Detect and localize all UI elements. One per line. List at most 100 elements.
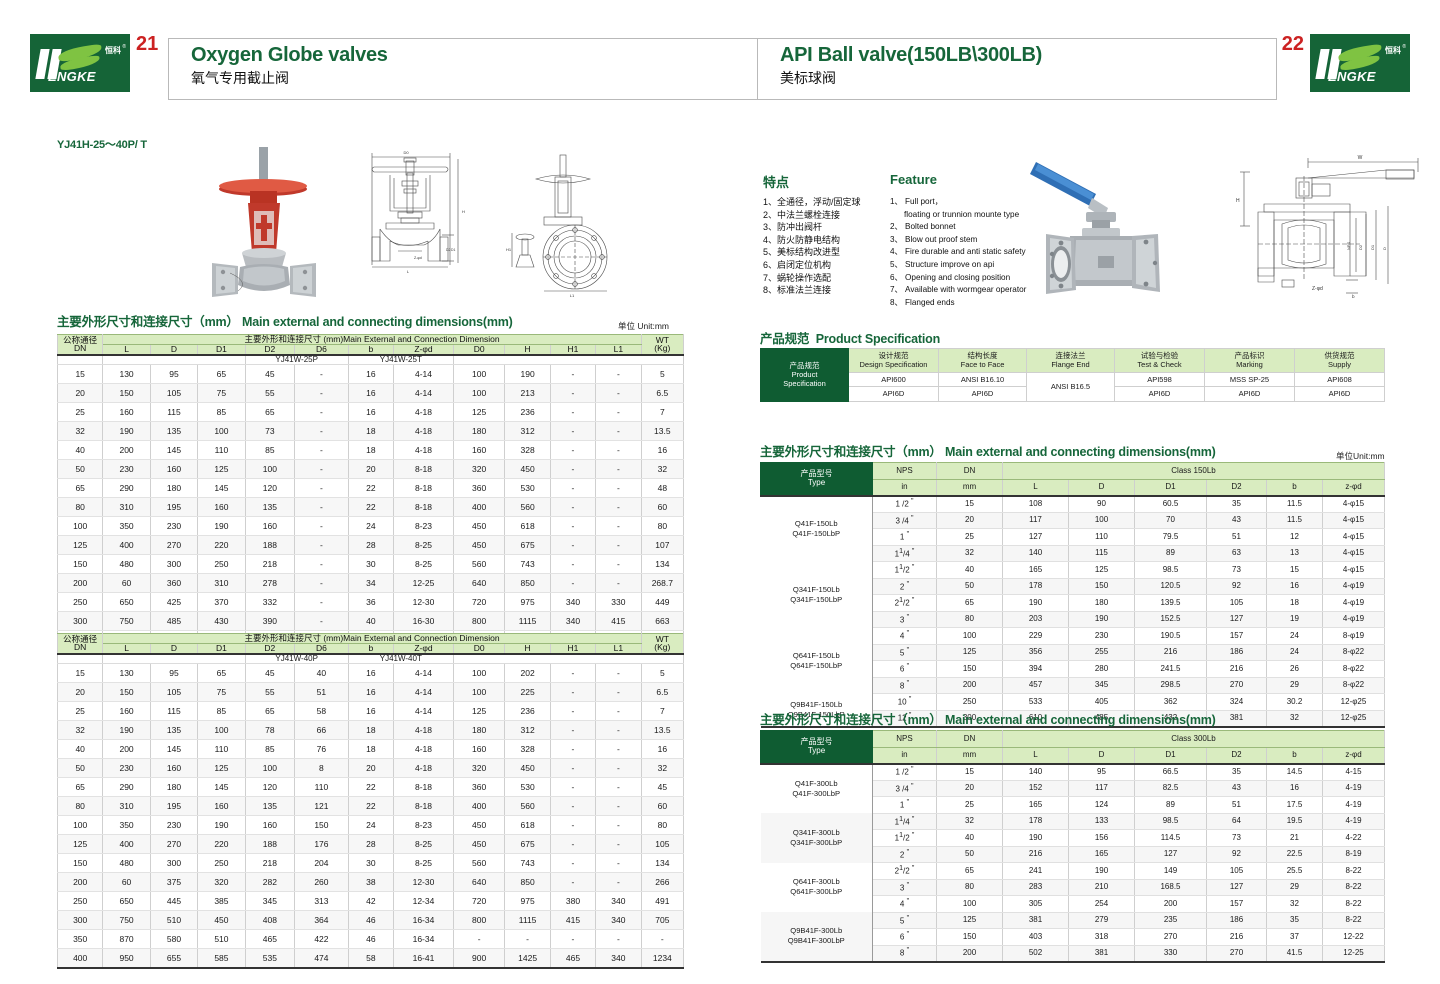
col-header-d0: D0 [452,343,506,356]
col-header-z-φd: Z-φd [393,642,454,655]
table-cell: 1425 [504,948,551,969]
table-cell: 60 [640,497,685,518]
col-header-wt: WT (Kg) [640,333,685,356]
table-cell: 13.5 [640,720,685,741]
left-table1-unit: 单位 Unit:mm [618,321,670,331]
table-cell: - [549,853,597,874]
cell-nps: 11/4 " [872,813,937,830]
table-cell: 400 [452,497,506,518]
table-cell: 300 [56,611,104,632]
table-cell: 400 [452,796,506,817]
table-cell: 24 [347,815,395,836]
svg-text:D: D [1382,247,1387,250]
table-cell: 165 [1068,846,1135,863]
cell-nps: 3 /4 " [872,780,937,797]
table-cell: 73 [1206,561,1267,579]
table-cell: - [595,421,642,442]
cell-dn: 32 [936,813,1003,830]
table-cell: 46 [347,910,395,931]
brand-name-cn: 恒科 [105,46,121,55]
table-cell: 328 [504,739,551,760]
table-cell: - [549,872,597,893]
col-header-b: b [1266,746,1323,764]
table-cell: 4-18 [393,720,454,741]
table150-title-en: Main external and connecting dimensions(… [945,445,1216,459]
table-cell: 190 [504,364,551,385]
table-cell: 125 [1068,561,1135,579]
cell-nps: 2 " [872,578,937,595]
table-cell: 310 [197,573,246,594]
table-row: 3 /4 " 20 152 117 82.5 43 16 4-19 [761,780,1386,797]
table-cell: - [549,701,597,722]
sub-row-spacer [102,652,246,665]
table-cell: 230 [1068,627,1135,645]
table-cell: 4-19 [1321,796,1386,814]
table-cell: 210 [1068,879,1135,896]
table-row: 300 750 510 450 408 364 46 16-34 800 1115 415 340 70… [56,910,685,931]
model-label: YJ41H-25～40P/ T [57,139,147,151]
table-cell: - [504,929,551,950]
table-row: 25 160 115 85 65 58 16 4-14 125 236- -7 [56,701,685,722]
cell-dn: 65 [936,862,1003,880]
table-cell: 474 [294,948,349,969]
table-row: 25 160 115 85 65-16 4-18 125 236- -7 [56,402,685,423]
table-cell: 195 [149,497,199,518]
table-cell: 135 [244,796,296,817]
page-title-left: Oxygen Globe valves 氧气专用截止阀 [168,38,768,100]
table-cell: 80 [56,796,104,817]
cell-nps: 1 /2 " [872,494,937,513]
col-header-nps: NPS [872,730,937,748]
table-cell: 4-14 [393,383,454,404]
table-row: 20 150 105 75 55-16 4-14 100 213- -6.5 [56,383,685,404]
table-cell: 130 [102,663,151,684]
table-cell: 35 [1206,494,1267,513]
cell-dn: 100 [936,627,1003,645]
svg-text:H: H [462,209,465,214]
table-cell: 298.5 [1134,677,1207,694]
table-cell: 45 [244,364,296,385]
table-cell: 675 [504,834,551,855]
type-group-cell: Q9B41F-300Lb Q9B41F-300LbP [760,912,873,963]
svg-text:D0: D0 [403,150,409,155]
table-cell: - [595,478,642,499]
table-cell: 45 [244,663,296,684]
table-cell: 22 [347,478,395,499]
table-cell: 350 [102,815,151,836]
col-header-dn: 公称通径 DN [56,632,104,655]
table-cell: 8-25 [393,535,454,556]
table-cell: 25.5 [1266,862,1323,880]
col-header-h: H [504,642,551,655]
table-cell: 204 [294,853,349,874]
table-cell: 110 [197,739,246,760]
table-cell: - [549,758,597,779]
sub-row-spacer [56,652,104,665]
table-row: 3 /4 " 20 117 100 70 43 11.5 4-φ15 [761,512,1386,529]
table-cell: 213 [504,383,551,404]
table-row: 15 130 95 65 45-16 4-14 100 190- -5 [56,364,685,385]
table-cell: 133 [1068,813,1135,830]
cell-dn: 15 [936,494,1003,513]
table-cell: 465 [244,929,296,950]
table-cell: 4-18 [393,421,454,442]
table-row: 300 750 485 430 390-40 16-30 800 1115 340 415 663 [56,611,685,632]
table-cell: 135 [149,720,199,741]
table-row: 5 " 125 356 255 216 186 24 8-φ22 [761,644,1386,661]
table-cell: - [294,459,349,480]
table-cell: 92 [1206,846,1267,863]
table-cell: - [549,440,597,461]
table-cell: 8-25 [393,834,454,855]
table-cell: 100 [452,364,506,385]
table-cell: 180 [1068,594,1135,612]
col-header-d: D [1068,478,1135,496]
registered-mark-icon-right: ® [1402,44,1406,50]
table-row: 250 650 425 370 332-36 12-30 720 975 340 330 449 [56,592,685,613]
table-cell: 230 [149,815,199,836]
table-cell: - [549,497,597,518]
table-cell: 14.5 [1266,762,1323,781]
table-cell: 18 [347,739,395,760]
table300-title-cn: 主要外形尺寸和连接尺寸（mm） [760,713,942,727]
table-cell: 156 [1068,829,1135,847]
table-cell: 350 [102,516,151,537]
table-cell: 85 [197,701,246,722]
table-cell: - [595,853,642,874]
